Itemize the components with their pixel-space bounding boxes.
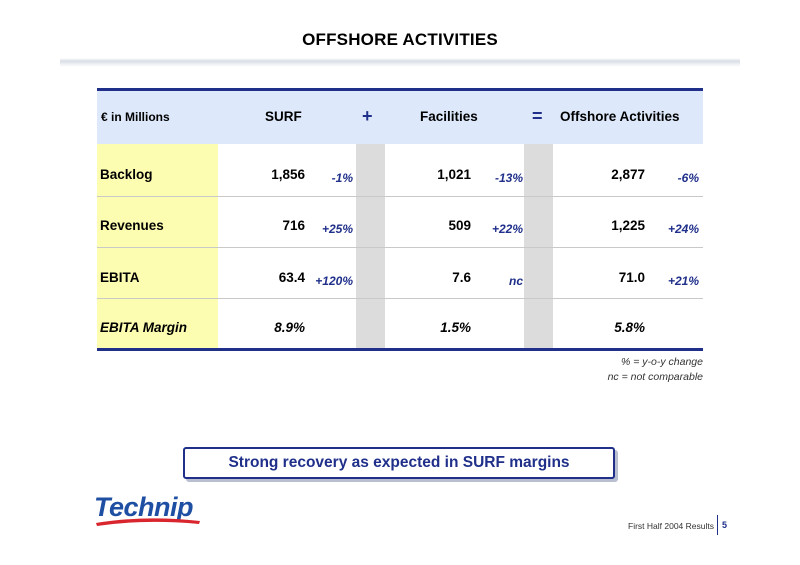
cell-facilities-ebita-margin: 1.5%	[440, 320, 471, 335]
table-bottom-rule	[97, 348, 703, 351]
row-divider	[97, 196, 703, 197]
logo-swoosh	[96, 518, 200, 526]
legend-note-change: % = y-o-y change	[620, 356, 703, 368]
change-offshore-backlog: -6%	[677, 171, 699, 185]
change-surf-ebita: +120%	[315, 274, 353, 288]
results-table: € in Millions SURF + Facilities = Offsho…	[97, 88, 703, 351]
slide-title: OFFSHORE ACTIVITIES	[302, 30, 498, 49]
page-number: 5	[722, 520, 728, 530]
footer-divider	[717, 515, 718, 535]
column-header-offshore-activities: Offshore Activities	[560, 109, 680, 124]
technip-logo: Technip	[94, 492, 200, 526]
cell-offshore-ebita-margin: 5.8%	[614, 320, 645, 335]
key-message-text: Strong recovery as expected in SURF marg…	[228, 454, 570, 471]
row-label-backlog: Backlog	[100, 167, 153, 182]
logo-wordmark: Technip	[94, 492, 193, 522]
cell-surf-ebita-margin: 8.9%	[274, 320, 305, 335]
footer-label: First Half 2004 Results	[628, 521, 714, 531]
equals-operator: =	[532, 106, 543, 126]
cell-surf-ebita: 63.4	[278, 270, 305, 285]
row-label-ebita: EBITA	[100, 270, 140, 285]
unit-label: € in Millions	[101, 110, 170, 124]
cell-facilities-revenues: 509	[448, 218, 471, 233]
cell-offshore-ebita: 71.0	[618, 270, 645, 285]
change-surf-backlog: -1%	[331, 171, 353, 185]
column-header-facilities: Facilities	[420, 109, 478, 124]
label-column-bg	[97, 144, 218, 348]
column-header-surf: SURF	[265, 109, 302, 124]
table-header-band	[97, 91, 703, 144]
title-divider	[60, 58, 740, 67]
change-surf-revenues: +25%	[321, 222, 353, 236]
key-message-box: Strong recovery as expected in SURF marg…	[183, 447, 615, 479]
plus-operator: +	[362, 106, 373, 126]
cell-offshore-backlog: 2,877	[611, 167, 645, 182]
cell-offshore-revenues: 1,225	[611, 218, 645, 233]
change-facilities-revenues: +22%	[491, 222, 523, 236]
cell-surf-revenues: 716	[282, 218, 305, 233]
cell-facilities-backlog: 1,021	[437, 167, 471, 182]
row-label-ebita-margin: EBITA Margin	[100, 320, 187, 335]
change-facilities-ebita: nc	[508, 274, 523, 288]
legend-note-nc: nc = not comparable	[607, 371, 703, 383]
cell-surf-backlog: 1,856	[271, 167, 305, 182]
plus-column-bg	[356, 144, 385, 348]
equals-column-bg	[524, 144, 553, 348]
table-top-rule	[97, 88, 703, 91]
change-offshore-revenues: +24%	[667, 222, 699, 236]
row-label-revenues: Revenues	[100, 218, 164, 233]
change-facilities-backlog: -13%	[494, 171, 523, 185]
change-offshore-ebita: +21%	[667, 274, 699, 288]
row-divider	[97, 298, 703, 299]
row-divider	[97, 247, 703, 248]
cell-facilities-ebita: 7.6	[452, 270, 471, 285]
